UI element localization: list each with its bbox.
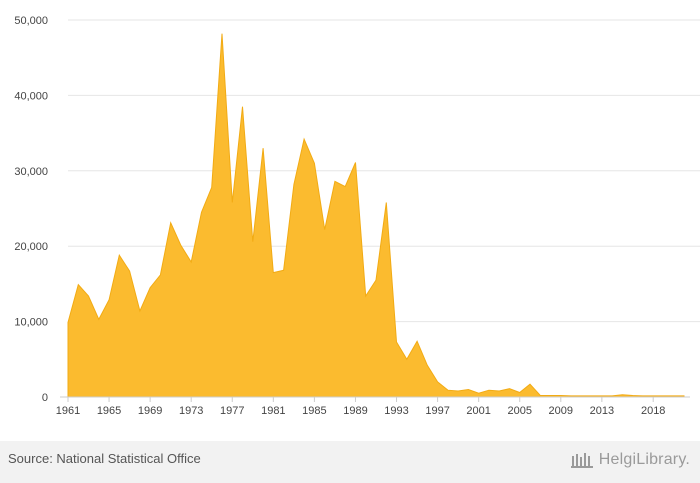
y-tick-label: 20,000: [14, 241, 48, 253]
x-tick-label: 1973: [179, 405, 203, 417]
y-tick-label: 10,000: [14, 317, 48, 329]
x-tick-label: 2001: [466, 405, 490, 417]
x-tick-label: 2009: [549, 405, 573, 417]
y-tick-label: 30,000: [14, 166, 48, 178]
library-logo-icon: [570, 453, 593, 468]
x-tick-label: 1965: [97, 405, 121, 417]
x-tick-label: 1981: [261, 405, 285, 417]
chart-footer: Source: National Statistical Office Helg…: [0, 441, 700, 483]
x-tick-label: 1997: [425, 405, 449, 417]
x-tick-label: 2013: [590, 405, 614, 417]
y-axis: 0 10,000 20,000 30,000 40,000 50,000: [14, 15, 48, 404]
source-note: Source: National Statistical Office: [8, 451, 201, 466]
area-series: [67, 33, 685, 398]
x-tick-label: 1985: [302, 405, 326, 417]
helgilibrary-logo[interactable]: HelgiLibrary.: [570, 449, 690, 471]
x-axis: 1961 1965 1969 1973 1977 1981 1985 1989 1993 1997…: [56, 396, 690, 417]
x-tick-label: 1993: [384, 405, 408, 417]
x-tick-label: 1989: [343, 405, 367, 417]
y-tick-label: 40,000: [14, 90, 48, 102]
x-tick-label: 1961: [56, 405, 80, 417]
area-chart: 0 10,000 20,000 30,000 40,000 50,000 1961 1965…: [14, 15, 700, 417]
logo-text: HelgiLibrary.: [598, 451, 690, 468]
area-fill: [67, 33, 685, 398]
x-tick-label: 2018: [641, 405, 665, 417]
x-tick-label: 1977: [220, 405, 244, 417]
x-tick-label: 1969: [138, 405, 162, 417]
x-tick-label: 2005: [507, 405, 531, 417]
y-tick-label: 50,000: [14, 15, 48, 27]
y-tick-label: 0: [42, 392, 48, 404]
